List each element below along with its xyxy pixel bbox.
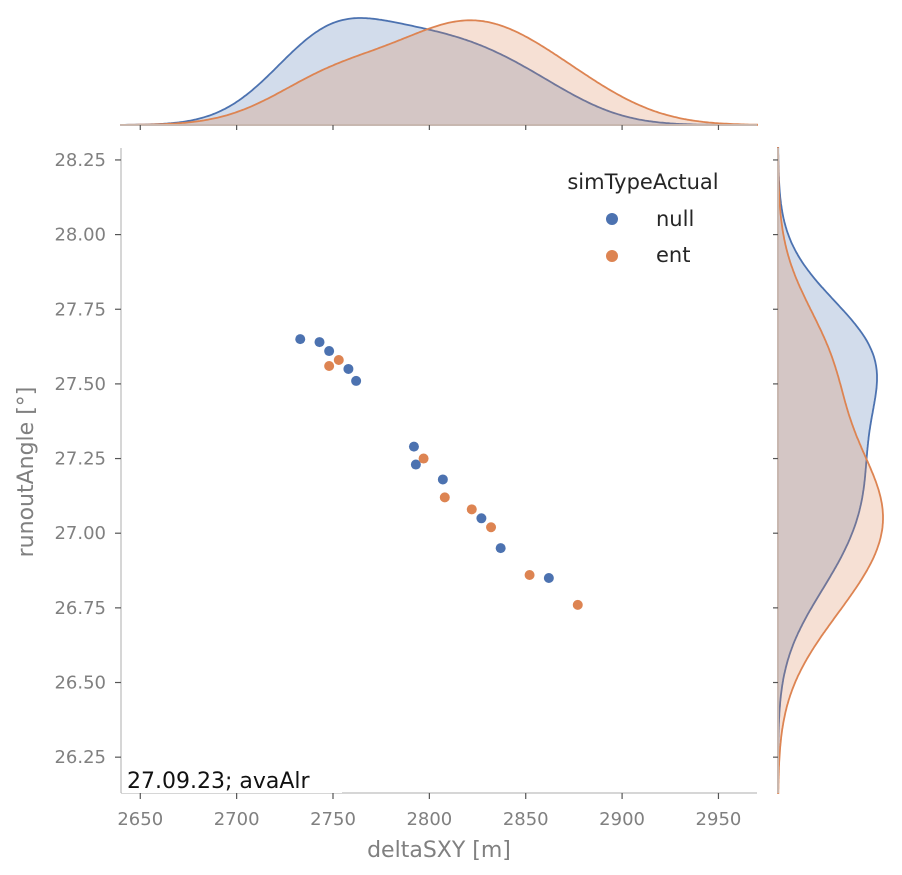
point-null xyxy=(343,363,354,374)
y-axis-label: runoutAngle [°] xyxy=(14,387,39,558)
right-marginal-ticks xyxy=(773,159,778,758)
right-marginal-kde xyxy=(773,147,884,794)
y-tick-label: 28.00 xyxy=(54,225,106,246)
top-kde-null-area xyxy=(120,17,757,126)
x-tick-label: 2950 xyxy=(696,809,742,830)
y-tick-label: 27.50 xyxy=(54,374,106,395)
point-null xyxy=(495,543,506,554)
main-axes: 2650 2700 2750 2800 2850 2900 2950 26.2526.502… xyxy=(54,148,757,830)
x-tick-label: 2850 xyxy=(503,809,549,830)
right-kde-null-area xyxy=(777,147,878,793)
legend-marker-null xyxy=(606,213,618,225)
point-ent xyxy=(486,522,497,533)
x-axis-label: deltaSXY [m] xyxy=(367,838,511,863)
point-null xyxy=(324,346,335,357)
point-null xyxy=(476,513,487,524)
y-tick-label: 28.25 xyxy=(54,150,106,171)
point-ent xyxy=(333,355,344,366)
legend: simTypeActual null ent xyxy=(567,170,718,267)
top-marginal-kde xyxy=(120,17,758,130)
point-null xyxy=(408,441,419,452)
x-tick-label: 2900 xyxy=(599,809,645,830)
point-ent xyxy=(572,599,583,610)
y-tick-label: 27.75 xyxy=(54,299,106,320)
point-null xyxy=(543,573,554,583)
x-axis-ticks: 2650 2700 2750 2800 2850 2900 2950 xyxy=(117,793,741,830)
point-ent xyxy=(324,360,335,371)
y-tick-label: 26.75 xyxy=(54,598,106,619)
scatter-points xyxy=(295,334,583,610)
y-axis-ticks: 26.25 26.50 26.75 27.00 27.25 27.50 27.75 28.00… xyxy=(54,150,121,768)
legend-title: simTypeActual xyxy=(567,170,718,194)
legend-marker-ent xyxy=(606,250,618,262)
right-kde-ent-area xyxy=(777,147,884,794)
point-ent xyxy=(466,504,477,515)
point-ent xyxy=(524,570,535,581)
y-tick-label: 27.00 xyxy=(54,523,106,544)
annotation-text: 27.09.23; avaAlr xyxy=(127,769,311,794)
point-null xyxy=(351,375,362,386)
x-tick-label: 2650 xyxy=(117,809,163,830)
legend-label-null: null xyxy=(656,207,694,231)
annotation-background xyxy=(122,765,342,793)
y-tick-label: 27.25 xyxy=(54,449,106,470)
point-null xyxy=(314,337,325,348)
x-tick-label: 2700 xyxy=(214,809,260,830)
top-kde-ent-area xyxy=(120,19,758,126)
x-tick-label: 2800 xyxy=(406,809,452,830)
point-null xyxy=(295,334,306,345)
point-ent xyxy=(418,453,429,464)
point-null xyxy=(437,474,448,485)
top-marginal-ticks xyxy=(139,125,720,130)
point-null xyxy=(410,459,421,470)
x-tick-label: 2750 xyxy=(310,809,356,830)
point-ent xyxy=(439,492,450,503)
y-tick-label: 26.25 xyxy=(54,747,106,768)
legend-label-ent: ent xyxy=(656,243,690,267)
y-tick-label: 26.50 xyxy=(54,673,106,694)
